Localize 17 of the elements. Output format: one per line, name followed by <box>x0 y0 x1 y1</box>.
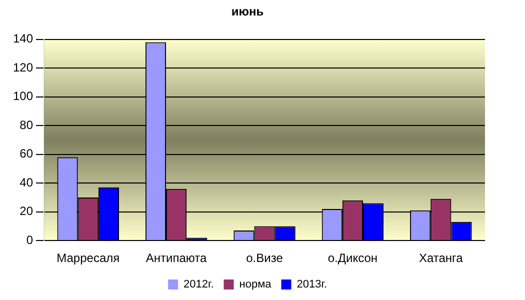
y-tick-label: 80 <box>20 118 34 132</box>
y-tick-label: 120 <box>12 60 34 74</box>
y-tick-label: 100 <box>12 89 34 104</box>
x-tick-label: о.Диксон <box>328 251 378 266</box>
legend-label: 2013г. <box>296 278 327 291</box>
y-tick-label: 60 <box>20 146 34 161</box>
chart-title: июнь <box>231 4 264 19</box>
y-tick-label: 20 <box>20 204 34 218</box>
legend-label: норма <box>239 278 272 291</box>
x-tick-label: Антипаюта <box>146 251 208 266</box>
x-tick-label: Хатанга <box>418 251 464 266</box>
y-tick-label: 140 <box>12 32 34 46</box>
legend-label: 2012г. <box>184 278 214 291</box>
y-tick-label: 0 <box>26 232 34 247</box>
x-tick-label: Марресаля <box>56 251 120 266</box>
y-tick-label: 40 <box>20 175 34 190</box>
x-tick-label: о.Визе <box>246 251 284 266</box>
